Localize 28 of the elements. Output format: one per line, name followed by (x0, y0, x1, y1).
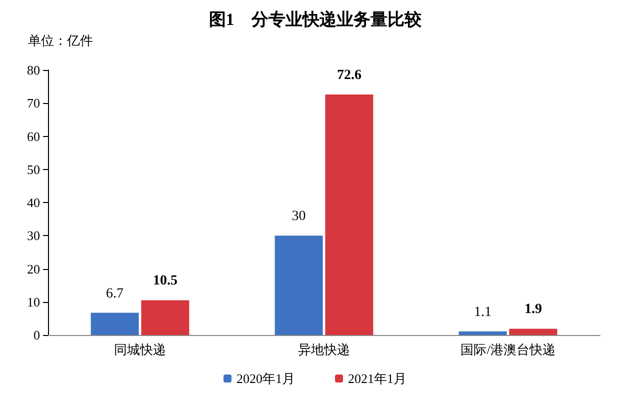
y-tick-label: 40 (27, 195, 40, 210)
legend-label: 2021年1月 (348, 371, 406, 386)
x-tick-label: 异地快递 (298, 342, 350, 357)
x-tick-label: 同城快递 (114, 342, 166, 357)
x-tick-label: 国际/港澳台快递 (460, 342, 556, 357)
y-tick-label: 20 (27, 261, 40, 276)
bar (90, 312, 139, 335)
y-tick-label: 70 (27, 96, 40, 111)
bar (325, 94, 374, 335)
chart-title: 图1 分专业快递业务量比较 (208, 10, 422, 29)
data-label: 10.5 (152, 274, 178, 289)
y-tick-label: 10 (27, 294, 40, 310)
bar (274, 236, 323, 335)
data-label: 72.6 (336, 68, 362, 84)
data-label: 1.1 (474, 304, 492, 320)
y-tick-label: 60 (27, 128, 40, 144)
data-label: 30 (292, 209, 306, 224)
y-tick-label: 0 (34, 328, 40, 342)
y-tick-label: 30 (27, 228, 40, 244)
y-tick-label: 50 (27, 162, 40, 177)
y-tick-label: 80 (27, 62, 40, 78)
bar (458, 331, 507, 335)
legend-label: 2020年1月 (236, 371, 295, 386)
bar (509, 328, 558, 335)
text: 单位：亿件 (28, 33, 93, 48)
data-label: 6.7 (106, 286, 124, 302)
bar (141, 300, 190, 335)
data-label: 1.9 (524, 302, 542, 318)
